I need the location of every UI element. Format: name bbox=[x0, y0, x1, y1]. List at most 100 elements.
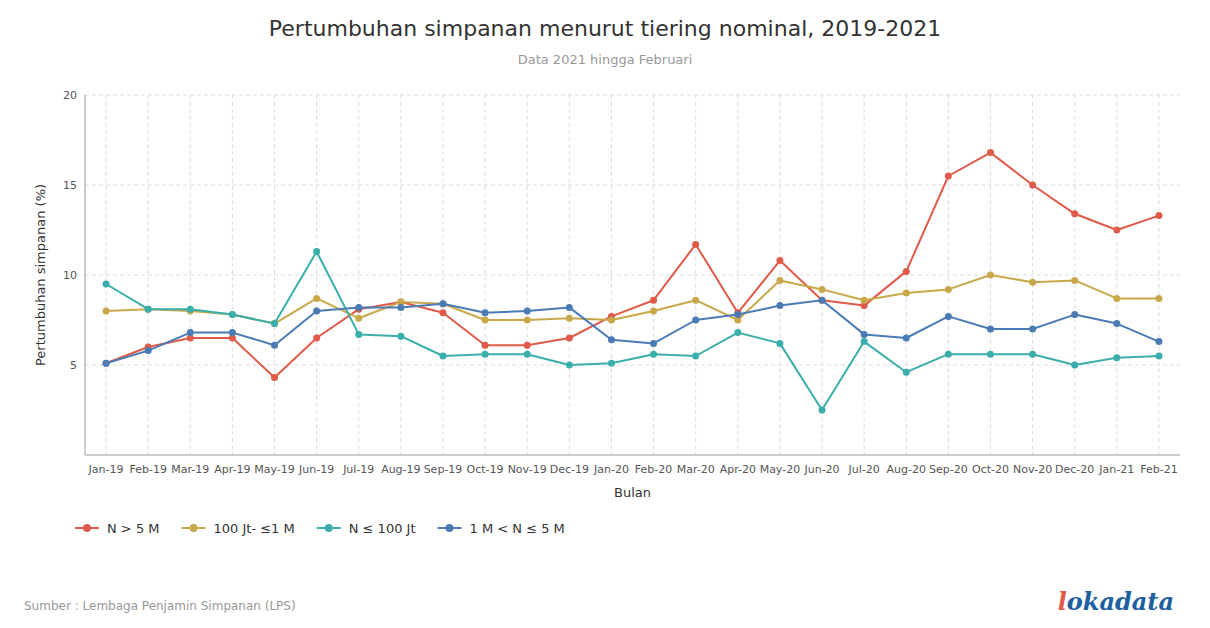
marker bbox=[566, 315, 573, 322]
grid-line bbox=[85, 275, 1180, 276]
x-tick-label: Oct-19 bbox=[467, 463, 504, 476]
grid-line bbox=[822, 95, 823, 455]
line bbox=[106, 153, 1159, 378]
marker bbox=[145, 347, 152, 354]
grid-line bbox=[906, 95, 907, 455]
x-tick-label: Feb-19 bbox=[129, 463, 166, 476]
grid-line bbox=[316, 95, 317, 455]
marker bbox=[313, 335, 320, 342]
x-axis-label: Bulan bbox=[614, 485, 651, 500]
grid-line bbox=[948, 95, 949, 455]
marker bbox=[103, 308, 110, 315]
line bbox=[106, 275, 1159, 324]
marker bbox=[482, 351, 489, 358]
x-tick-label: Mar-20 bbox=[677, 463, 715, 476]
x-tick-label: Dec-19 bbox=[550, 463, 589, 476]
x-tick-label: Feb-20 bbox=[635, 463, 672, 476]
series bbox=[103, 248, 1163, 413]
marker bbox=[229, 329, 236, 336]
marker bbox=[1113, 320, 1120, 327]
marker bbox=[987, 272, 994, 279]
marker bbox=[819, 407, 826, 414]
x-tick-label: Apr-20 bbox=[720, 463, 756, 476]
grid-line bbox=[653, 95, 654, 455]
series bbox=[103, 272, 1163, 328]
marker bbox=[482, 342, 489, 349]
marker bbox=[355, 315, 362, 322]
y-tick-label: 15 bbox=[63, 179, 77, 192]
marker bbox=[355, 331, 362, 338]
grid-line bbox=[148, 95, 149, 455]
grid-line bbox=[485, 95, 486, 455]
x-tick-label: Nov-20 bbox=[1013, 463, 1052, 476]
marker bbox=[439, 309, 446, 316]
marker bbox=[819, 297, 826, 304]
x-tick-label: Aug-20 bbox=[887, 463, 926, 476]
grid-line bbox=[400, 95, 401, 455]
marker bbox=[987, 351, 994, 358]
grid-line bbox=[190, 95, 191, 455]
marker bbox=[103, 360, 110, 367]
y-axis-line bbox=[85, 95, 86, 455]
grid-line bbox=[527, 95, 528, 455]
marker bbox=[1029, 351, 1036, 358]
x-tick-label: Jul-20 bbox=[848, 463, 880, 476]
legend-item: N ≤ 100 Jt bbox=[317, 521, 416, 536]
marker bbox=[1113, 354, 1120, 361]
legend-item: 1 M < N ≤ 5 M bbox=[438, 521, 565, 536]
marker bbox=[397, 304, 404, 311]
marker bbox=[692, 353, 699, 360]
marker bbox=[692, 317, 699, 324]
marker bbox=[903, 369, 910, 376]
grid-line bbox=[274, 95, 275, 455]
x-tick-label: Dec-20 bbox=[1055, 463, 1094, 476]
marker bbox=[1071, 210, 1078, 217]
marker bbox=[524, 308, 531, 315]
marker bbox=[1071, 277, 1078, 284]
marker bbox=[482, 309, 489, 316]
marker bbox=[945, 351, 952, 358]
marker bbox=[229, 311, 236, 318]
marker bbox=[903, 335, 910, 342]
x-tick-label: Feb-21 bbox=[1140, 463, 1177, 476]
marker bbox=[987, 326, 994, 333]
plot-area bbox=[103, 149, 1163, 413]
x-tick-label: Jan-19 bbox=[88, 463, 124, 476]
x-tick-label: Jan-20 bbox=[593, 463, 629, 476]
grid-line bbox=[695, 95, 696, 455]
grid-line bbox=[85, 95, 1180, 96]
marker bbox=[692, 297, 699, 304]
grid-line bbox=[442, 95, 443, 455]
marker bbox=[482, 317, 489, 324]
marker bbox=[608, 336, 615, 343]
x-tick-label: May-20 bbox=[760, 463, 801, 476]
x-tick-label: Apr-19 bbox=[214, 463, 250, 476]
x-tick-label: Nov-19 bbox=[508, 463, 547, 476]
legend-item: 100 Jt- ≤1 M bbox=[182, 521, 295, 536]
marker bbox=[861, 331, 868, 338]
legend-marker bbox=[446, 524, 454, 532]
series bbox=[103, 149, 1163, 381]
y-axis-label: Pertumbuhan simpanan (%) bbox=[33, 184, 48, 366]
logo: lokadata bbox=[1058, 587, 1174, 616]
x-tick-label: Jun-19 bbox=[298, 463, 334, 476]
legend-marker bbox=[190, 524, 198, 532]
marker bbox=[650, 351, 657, 358]
marker bbox=[103, 281, 110, 288]
marker bbox=[313, 248, 320, 255]
marker bbox=[945, 286, 952, 293]
marker bbox=[524, 351, 531, 358]
legend: N > 5 M100 Jt- ≤1 MN ≤ 100 Jt1 M < N ≤ 5… bbox=[75, 521, 565, 536]
x-tick-label: Jun-20 bbox=[803, 463, 839, 476]
marker bbox=[145, 306, 152, 313]
marker bbox=[355, 304, 362, 311]
marker bbox=[1071, 362, 1078, 369]
grid-line bbox=[864, 95, 865, 455]
x-tick-label: Jul-19 bbox=[342, 463, 374, 476]
marker bbox=[903, 268, 910, 275]
marker bbox=[819, 286, 826, 293]
chart: Pertumbuhan simpanan menurut tiering nom… bbox=[0, 0, 1210, 628]
marker bbox=[524, 317, 531, 324]
marker bbox=[776, 277, 783, 284]
marker bbox=[313, 308, 320, 315]
